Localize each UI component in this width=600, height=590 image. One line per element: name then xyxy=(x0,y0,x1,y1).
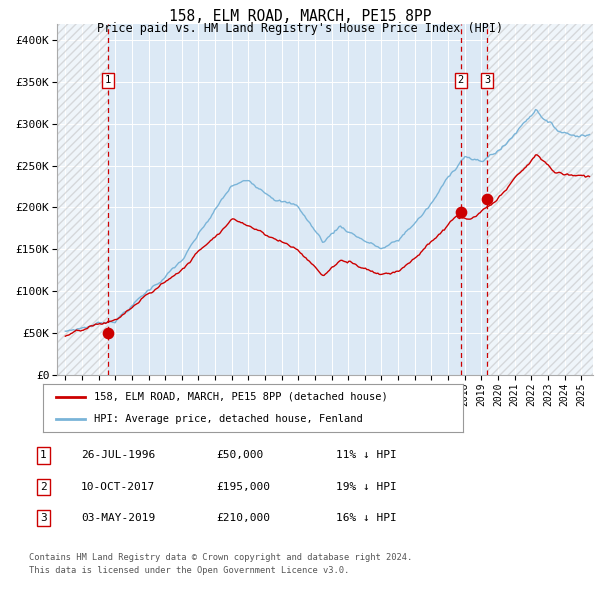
Text: 158, ELM ROAD, MARCH, PE15 8PP (detached house): 158, ELM ROAD, MARCH, PE15 8PP (detached… xyxy=(94,392,388,402)
Text: 10-OCT-2017: 10-OCT-2017 xyxy=(81,482,155,491)
Point xyxy=(482,195,492,204)
Text: 1: 1 xyxy=(40,451,47,460)
Text: This data is licensed under the Open Government Licence v3.0.: This data is licensed under the Open Gov… xyxy=(29,566,349,575)
Text: 3: 3 xyxy=(40,513,47,523)
Point xyxy=(456,207,466,217)
Text: 1: 1 xyxy=(105,76,111,86)
Bar xyxy=(487,24,593,375)
Text: 16% ↓ HPI: 16% ↓ HPI xyxy=(336,513,397,523)
Text: 19% ↓ HPI: 19% ↓ HPI xyxy=(336,482,397,491)
Text: Contains HM Land Registry data © Crown copyright and database right 2024.: Contains HM Land Registry data © Crown c… xyxy=(29,553,412,562)
Text: 3: 3 xyxy=(484,76,490,86)
Text: 158, ELM ROAD, MARCH, PE15 8PP: 158, ELM ROAD, MARCH, PE15 8PP xyxy=(169,9,431,24)
Text: £210,000: £210,000 xyxy=(216,513,270,523)
Text: 03-MAY-2019: 03-MAY-2019 xyxy=(81,513,155,523)
Text: 26-JUL-1996: 26-JUL-1996 xyxy=(81,451,155,460)
Text: Price paid vs. HM Land Registry's House Price Index (HPI): Price paid vs. HM Land Registry's House … xyxy=(97,22,503,35)
Text: 11% ↓ HPI: 11% ↓ HPI xyxy=(336,451,397,460)
Bar xyxy=(57,24,108,375)
Text: HPI: Average price, detached house, Fenland: HPI: Average price, detached house, Fenl… xyxy=(94,414,362,424)
Point xyxy=(103,328,113,337)
Text: 2: 2 xyxy=(458,76,464,86)
Text: £195,000: £195,000 xyxy=(216,482,270,491)
Text: 2: 2 xyxy=(40,482,47,491)
Text: £50,000: £50,000 xyxy=(216,451,263,460)
